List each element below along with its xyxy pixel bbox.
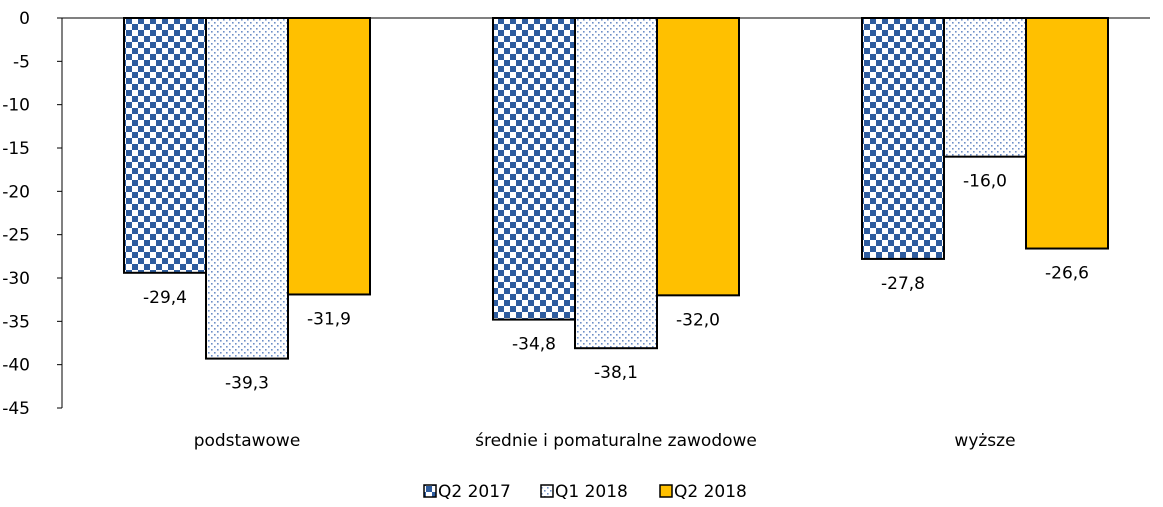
- y-tick-label: -20: [2, 182, 30, 202]
- data-label: -16,0: [963, 172, 1007, 192]
- y-tick-label: -45: [2, 399, 30, 419]
- axes: 0 -5 -10 -15 -20 -25 -30 -35 -40 -45: [2, 9, 1150, 419]
- bar-q1-2018-2: [943, 17, 1027, 158]
- y-tick-label: -30: [2, 269, 30, 289]
- y-tick-label: -15: [2, 139, 30, 159]
- category-label: wyższe: [954, 431, 1015, 451]
- data-labels: -29,4 -39,3 -31,9 -34,8 -38,1 -32,0 -27,8 -16,0…: [143, 172, 1089, 394]
- data-label: -29,4: [143, 288, 187, 308]
- bar-q2-2018-0: [287, 17, 371, 296]
- data-label: -39,3: [225, 374, 269, 394]
- category-label: podstawowe: [194, 431, 301, 451]
- y-tick-label: -35: [2, 312, 30, 332]
- y-tick-label: 0: [19, 9, 30, 29]
- data-label: -38,1: [594, 363, 638, 383]
- data-label: -32,0: [676, 310, 720, 330]
- data-label: -27,8: [881, 274, 925, 294]
- data-label: -26,6: [1045, 264, 1089, 284]
- legend-label: Q2 2018: [674, 482, 747, 502]
- legend-swatch: [659, 484, 673, 498]
- bar-q2-2017-2: [861, 17, 945, 260]
- y-tick-label: -5: [13, 52, 30, 72]
- bars: [123, 17, 1109, 360]
- bar-q2-2018-1: [656, 17, 740, 297]
- y-tick-label: -10: [2, 96, 30, 116]
- bar-q2-2017-0: [123, 17, 207, 274]
- legend-swatch: [423, 484, 437, 498]
- data-label: -34,8: [512, 335, 556, 355]
- y-tick-label: -25: [2, 226, 30, 246]
- data-label: -31,9: [307, 309, 351, 329]
- y-tick-label: -40: [2, 356, 30, 376]
- category-labels: podstawowe średnie i pomaturalne zawodowe…: [194, 431, 1016, 451]
- category-label: średnie i pomaturalne zawodowe: [475, 431, 757, 451]
- legend-swatch: [540, 484, 554, 498]
- legend-label: Q1 2018: [555, 482, 628, 502]
- legend: Q2 2017 Q1 2018 Q2 2018: [423, 482, 747, 502]
- legend-label: Q2 2017: [438, 482, 511, 502]
- bar-q2-2017-1: [492, 17, 576, 321]
- bar-q1-2018-1: [574, 17, 658, 350]
- bar-q2-2018-2: [1025, 17, 1109, 250]
- bar-q1-2018-0: [205, 17, 289, 360]
